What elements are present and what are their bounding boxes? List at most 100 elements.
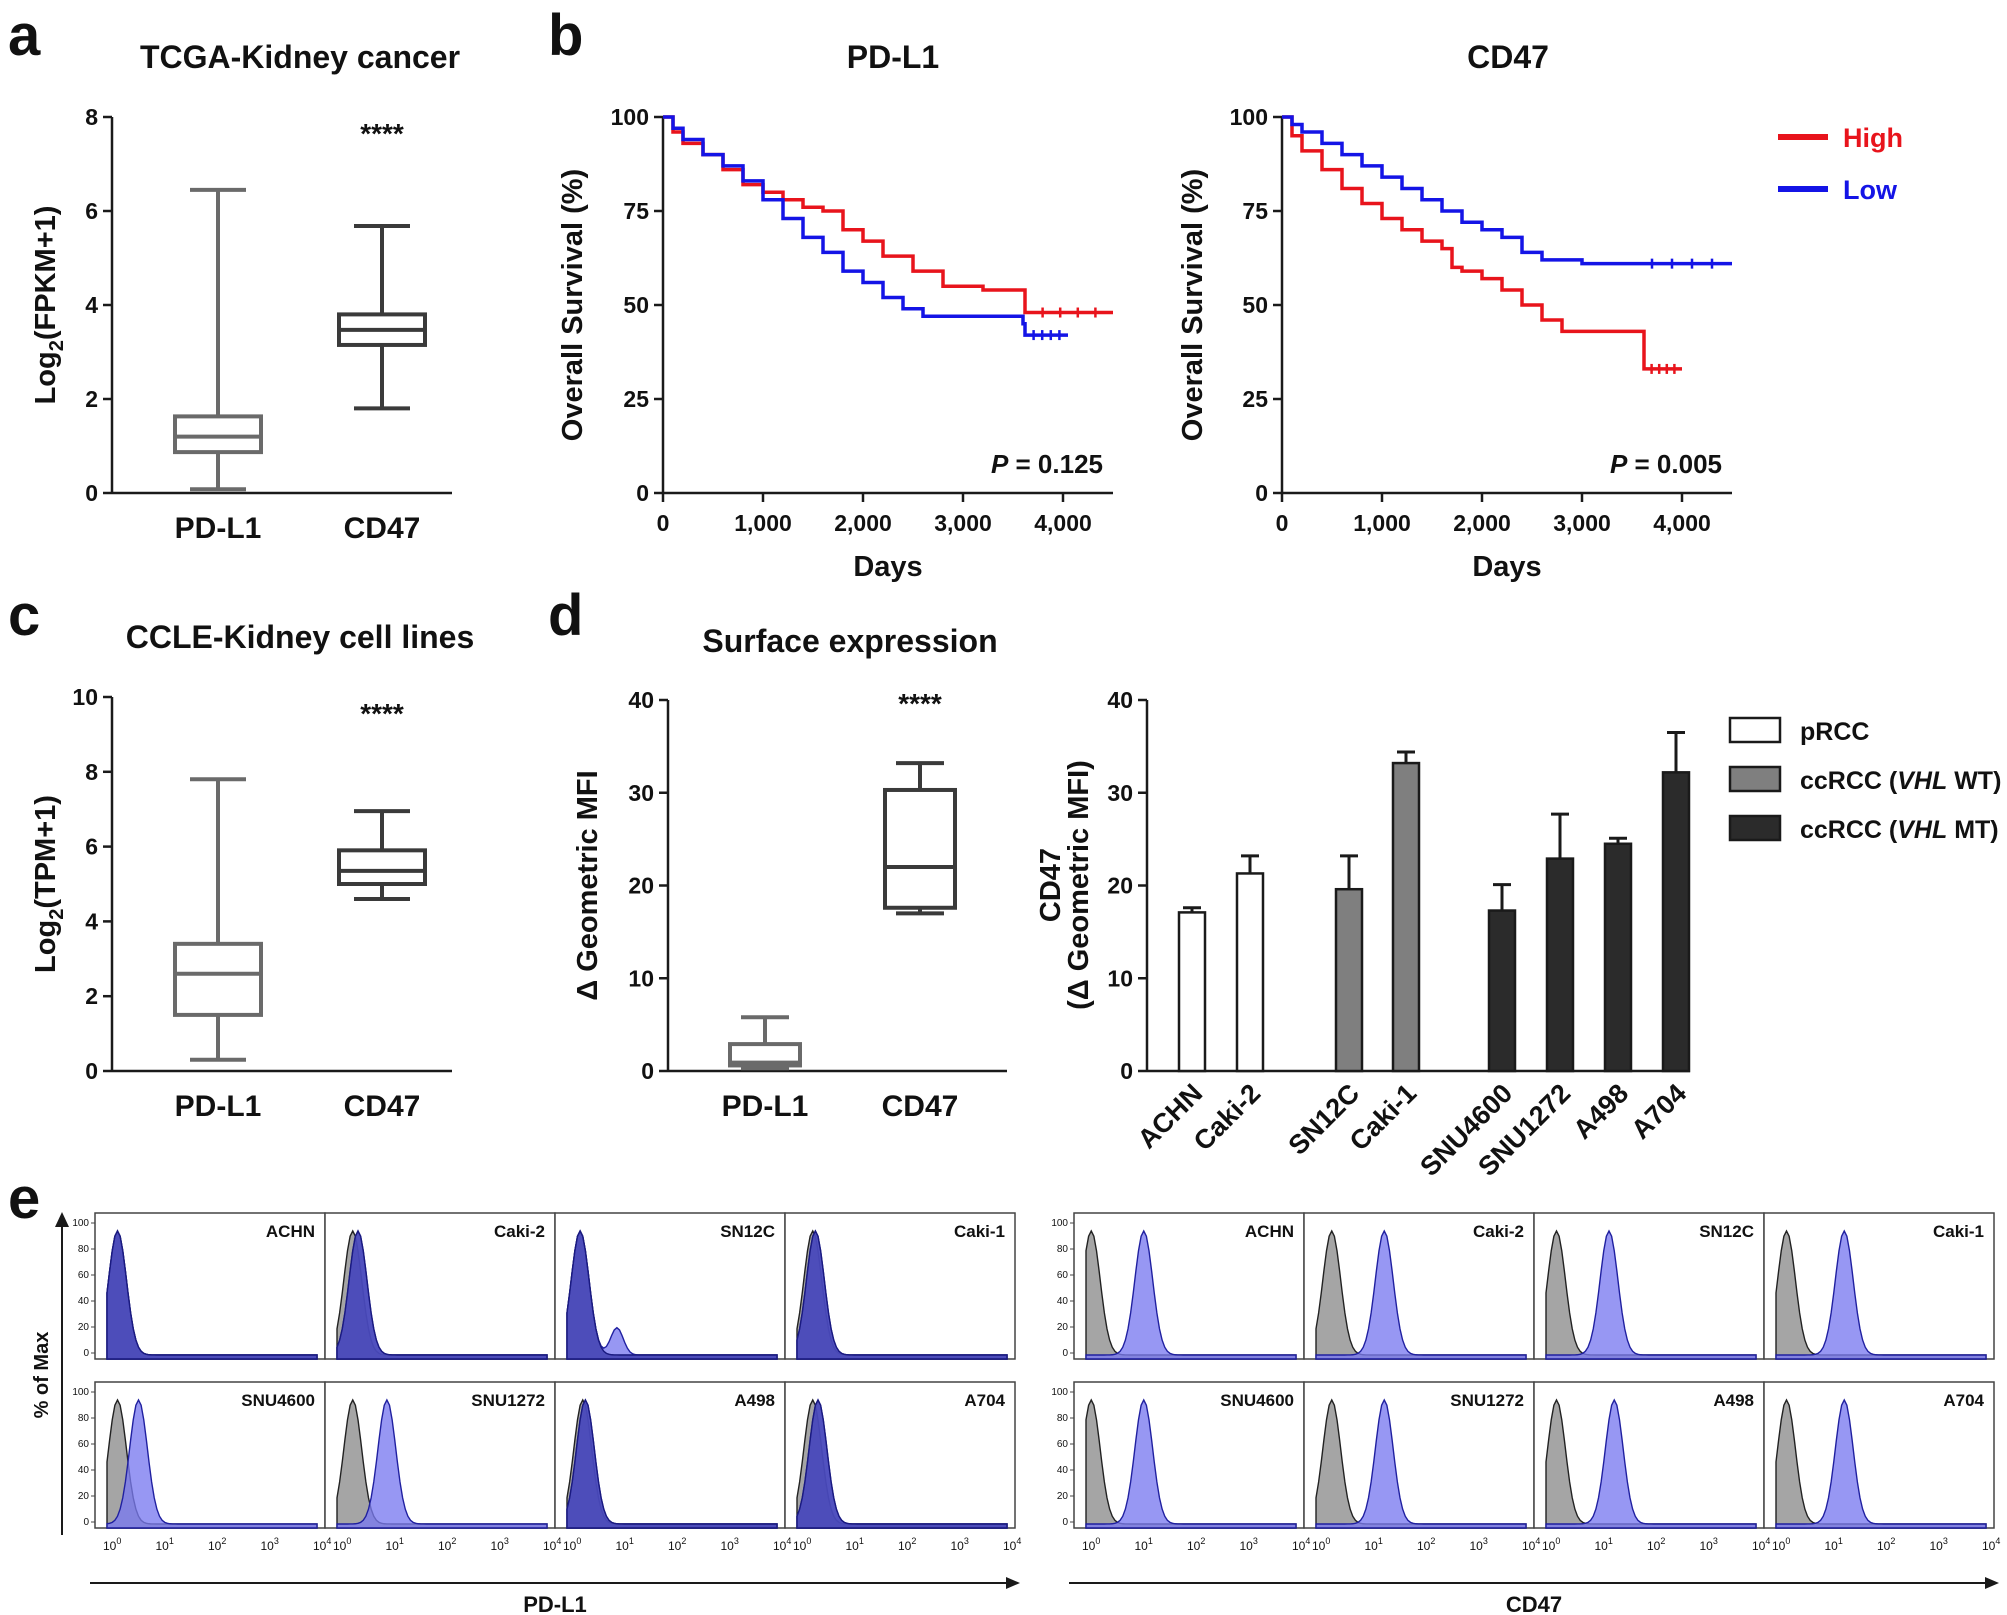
hist-x-tick-label: 102 [668, 1536, 686, 1553]
hist-x-tick-exp: 2 [1200, 1536, 1205, 1546]
y-axis-label: Log2(FPKM+1) [30, 206, 68, 405]
hist-x-tick-label: 100 [1542, 1536, 1560, 1553]
panel-a-boxplot: TCGA-Kidney cancer02468Log2(FPKM+1)PD-L1… [30, 39, 460, 545]
histogram-cell-line-label: Caki-1 [954, 1222, 1005, 1241]
box-cd47 [337, 224, 427, 411]
hist-y-tick-label: 20 [1057, 1491, 1069, 1502]
hist-x-tick-label: 102 [438, 1536, 456, 1553]
panel-letter-e: e [8, 1166, 40, 1231]
hist-x-tick-label: 101 [846, 1536, 864, 1553]
y-tick-label: 2 [85, 983, 98, 1009]
x-axis-arrowhead [1985, 1577, 1999, 1589]
hist-x-tick-base: 10 [668, 1539, 682, 1553]
histogram-cell-line-label: SNU4600 [241, 1391, 315, 1410]
hist-y-tick-label: 40 [78, 1296, 90, 1307]
y-tick-label: 75 [1242, 198, 1268, 224]
hist-x-tick-label: 100 [1082, 1536, 1100, 1553]
hist-x-tick-label: 102 [1417, 1536, 1435, 1553]
histogram-curve-overlap [566, 1398, 778, 1529]
hist-x-tick-exp: 2 [681, 1536, 686, 1546]
hist-x-tick-exp: 4 [1016, 1536, 1021, 1546]
hist-y-tick-label: 80 [1057, 1244, 1069, 1255]
hist-x-tick-exp: 3 [964, 1536, 969, 1546]
hist-x-tick-exp: 1 [1608, 1536, 1613, 1546]
hist-x-tick-label: 100 [333, 1536, 351, 1553]
y-tick-label: 8 [85, 104, 98, 130]
panel-b-cd47-survival: CD47 0 25 50 75 100 0 1,000 2,000 3,000 4,000 Days O… [1177, 39, 1903, 583]
hist-x-tick-label: 101 [616, 1536, 634, 1553]
histogram-caki-2: Caki-2 [324, 1212, 556, 1360]
hist-x-tick-exp: 0 [1785, 1536, 1790, 1546]
hist-x-tick-label: 100 [563, 1536, 581, 1553]
hist-x-tick-exp: 0 [1325, 1536, 1330, 1546]
bar-category-label: Caki-2 [1188, 1078, 1267, 1157]
hist-y-tick-label: 20 [1057, 1322, 1069, 1333]
hist-x-tick-label: 101 [1365, 1536, 1383, 1553]
chart-title: CD47 [1467, 39, 1549, 75]
histogram-cell-line-label: SN12C [720, 1222, 775, 1241]
hist-x-tick-label: 100 [1312, 1536, 1330, 1553]
y-label-text: Δ Geometric MFI [572, 770, 604, 1000]
hist-x-tick-exp: 4 [326, 1536, 331, 1546]
panel-letter-d: d [548, 583, 583, 648]
hist-x-tick-label: 101 [1825, 1536, 1843, 1553]
histogram-y-label: % of Max [31, 1332, 53, 1419]
hist-x-tick-base: 10 [1647, 1539, 1661, 1553]
p-value-text: = 0.125 [1008, 449, 1103, 479]
histogram-cell-line-label: A704 [964, 1391, 1005, 1410]
legend-text-pre: pRCC [1800, 718, 1869, 746]
y-axis-label: Δ Geometric MFI [572, 770, 604, 1000]
hist-y-tick-label: 80 [78, 1413, 90, 1424]
hist-x-tick-base: 10 [156, 1539, 170, 1553]
hist-x-tick-base: 10 [1877, 1539, 1891, 1553]
hist-x-tick-base: 10 [386, 1539, 400, 1553]
bar-a704 [1661, 771, 1691, 1073]
box-iqr [337, 848, 427, 887]
bar-sn12c [1334, 887, 1364, 1073]
x-tick-label: 2,000 [834, 510, 892, 536]
y-tick-label: 10 [1107, 965, 1133, 991]
hist-y-tick-label: 100 [1051, 1387, 1068, 1398]
hist-x-tick-base: 10 [313, 1539, 327, 1553]
y-tick-label: 20 [628, 873, 654, 899]
hist-x-tick-label: 101 [156, 1536, 174, 1553]
y-tick-label: 0 [636, 480, 649, 506]
hist-y-tick-label: 80 [78, 1244, 90, 1255]
category-label: PD-L1 [722, 1090, 809, 1123]
hist-x-tick-exp: 3 [1713, 1536, 1718, 1546]
hist-y-tick-label: 60 [78, 1439, 90, 1450]
bar-category-label: SN12C [1282, 1078, 1365, 1161]
legend-text-pre: ccRCC ( [1800, 767, 1898, 795]
histogram-cell-line-label: A498 [734, 1391, 775, 1410]
y-tick-label: 25 [1242, 386, 1268, 412]
panel-letter-a: a [8, 3, 41, 68]
y-label-main: Log [30, 351, 62, 404]
hist-x-tick-label: 103 [1470, 1536, 1488, 1553]
histogram-curve-marker [1775, 1398, 1987, 1529]
category-label: CD47 [344, 512, 421, 545]
hist-y-tick-label: 60 [1057, 1439, 1069, 1450]
panel-d-surface-boxplot: Surface expression 0 10 20 30 40 Δ Geometric M… [572, 623, 1007, 1123]
hist-x-tick-label: 102 [208, 1536, 226, 1553]
y-label-rest: (FPKM+1) [30, 206, 62, 341]
y-tick-label: 10 [628, 965, 654, 991]
hist-x-tick-exp: 2 [451, 1536, 456, 1546]
hist-x-tick-label: 100 [103, 1536, 121, 1553]
y-tick-label: 100 [611, 104, 649, 130]
legend-text-italic: VHL [1897, 767, 1947, 795]
hist-x-tick-base: 10 [1542, 1539, 1556, 1553]
panel-letter-c: c [8, 583, 40, 648]
histogram-cell-line-label: SNU4600 [1220, 1391, 1294, 1410]
hist-y-tick-label: 60 [1057, 1270, 1069, 1281]
box-pd-l1 [173, 187, 263, 492]
hist-y-tick-label: 40 [78, 1465, 90, 1476]
hist-x-tick-base: 10 [1470, 1539, 1484, 1553]
bar-category-label: A704 [1625, 1078, 1692, 1145]
y-tick-label: 0 [641, 1058, 654, 1084]
hist-x-tick-label: 104 [1982, 1536, 2000, 1553]
hist-x-tick-label: 104 [1003, 1536, 1021, 1553]
